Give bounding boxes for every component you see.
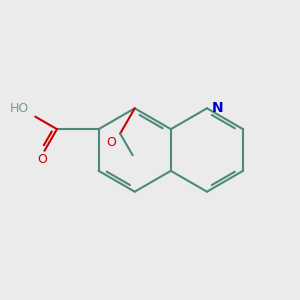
Text: O: O	[106, 136, 116, 149]
Text: HO: HO	[10, 102, 29, 115]
Text: O: O	[38, 153, 47, 166]
Text: N: N	[212, 101, 224, 115]
